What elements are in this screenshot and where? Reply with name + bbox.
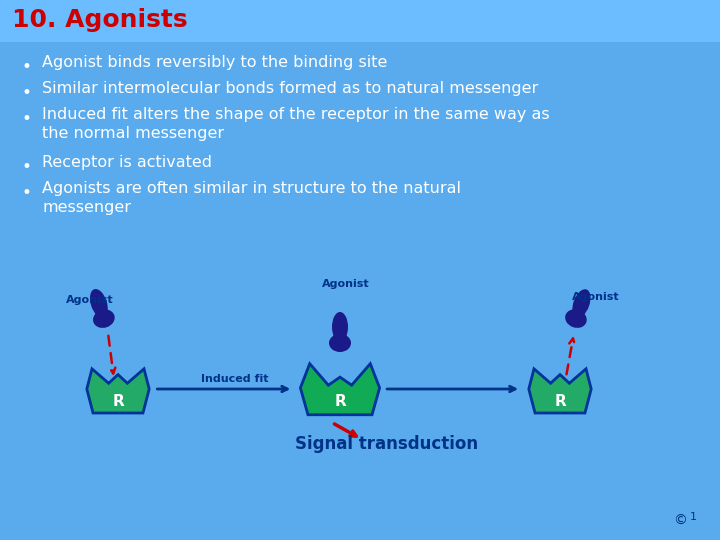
Ellipse shape xyxy=(90,289,108,318)
Text: Agonists are often similar in structure to the natural
messenger: Agonists are often similar in structure … xyxy=(42,181,461,215)
Text: Agonist: Agonist xyxy=(322,279,369,289)
Ellipse shape xyxy=(329,334,351,352)
Text: 10. Agonists: 10. Agonists xyxy=(12,8,188,32)
Text: R: R xyxy=(112,394,124,408)
Text: Agonist: Agonist xyxy=(572,292,620,302)
Ellipse shape xyxy=(572,289,590,318)
Text: Similar intermolecular bonds formed as to natural messenger: Similar intermolecular bonds formed as t… xyxy=(42,81,539,96)
Polygon shape xyxy=(300,363,379,415)
Text: •: • xyxy=(22,184,32,202)
Text: R: R xyxy=(554,394,566,408)
Text: Agonist binds reversibly to the binding site: Agonist binds reversibly to the binding … xyxy=(42,55,387,70)
Text: 1: 1 xyxy=(690,512,696,522)
Text: •: • xyxy=(22,110,32,128)
Text: •: • xyxy=(22,158,32,176)
Polygon shape xyxy=(87,369,149,413)
Ellipse shape xyxy=(565,309,587,328)
Text: Induced fit alters the shape of the receptor in the same way as
the normal messe: Induced fit alters the shape of the rece… xyxy=(42,107,549,141)
Text: Induced fit: Induced fit xyxy=(201,374,269,384)
Text: Signal transduction: Signal transduction xyxy=(295,435,478,453)
Ellipse shape xyxy=(93,309,114,328)
Text: Receptor is activated: Receptor is activated xyxy=(42,155,212,170)
Text: R: R xyxy=(334,394,346,409)
Text: •: • xyxy=(22,84,32,102)
Text: ©: © xyxy=(673,514,687,528)
Polygon shape xyxy=(528,369,591,413)
Text: •: • xyxy=(22,58,32,76)
Text: Agonist: Agonist xyxy=(66,295,114,305)
Ellipse shape xyxy=(332,312,348,342)
FancyBboxPatch shape xyxy=(0,0,720,42)
